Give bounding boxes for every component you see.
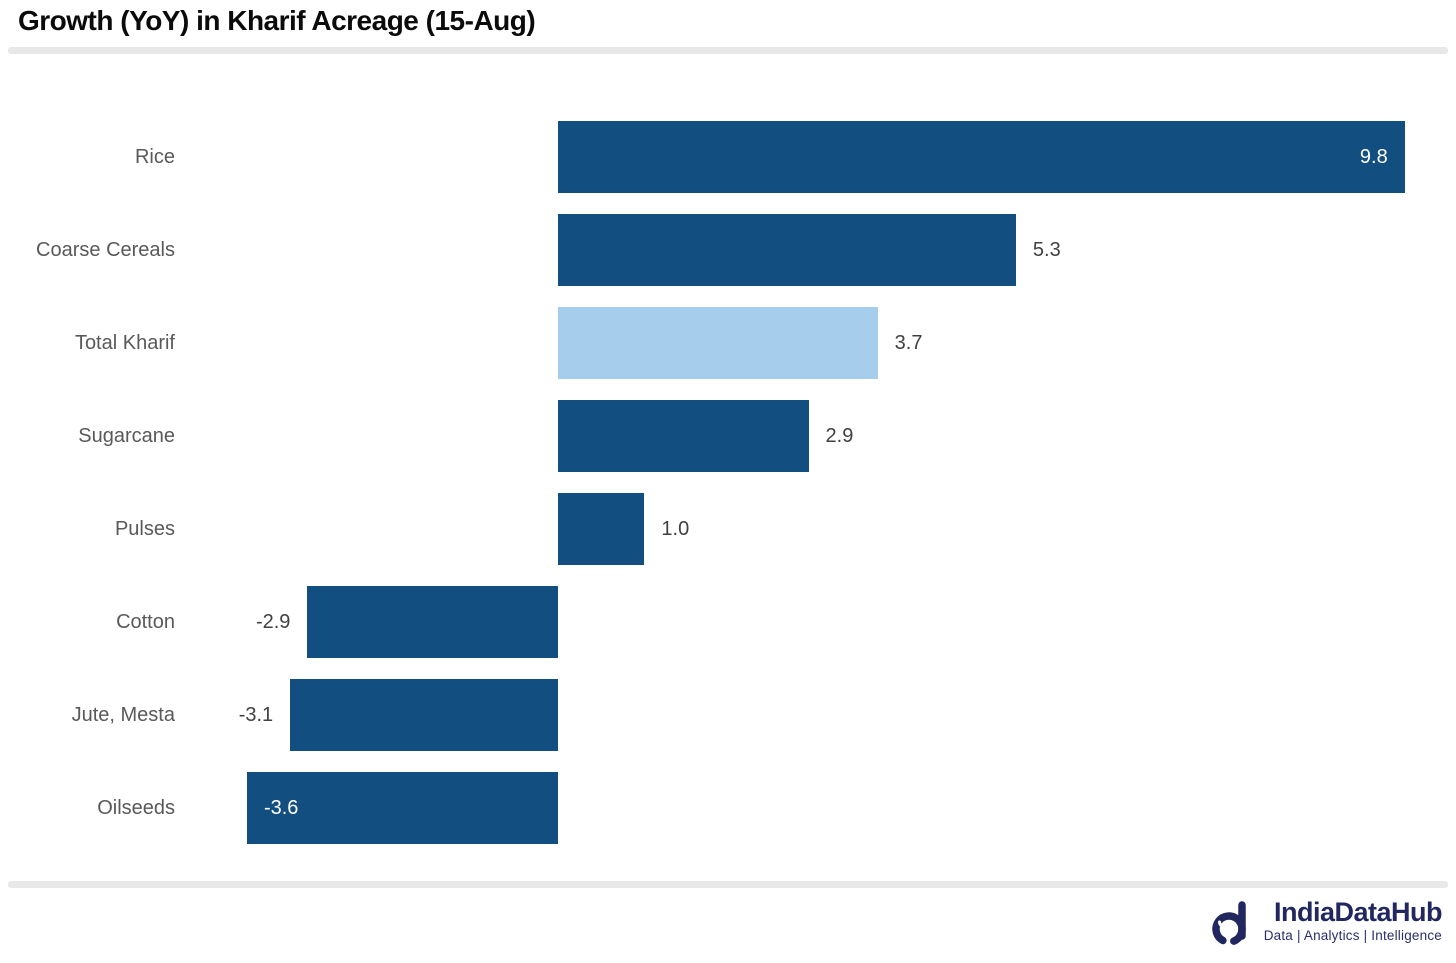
category-label-sugarcane: Sugarcane xyxy=(78,425,175,447)
category-label-total-kharif: Total Kharif xyxy=(74,332,175,354)
indiadatahub-logo-icon xyxy=(1210,899,1256,954)
value-label-rice: 9.8 xyxy=(1359,146,1388,168)
logo-text-block: IndiaDataHub Data | Analytics | Intellig… xyxy=(1263,897,1443,943)
category-label-jute-mesta: Jute, Mesta xyxy=(71,704,175,726)
bar-oilseeds xyxy=(246,772,558,844)
title-divider xyxy=(8,47,1448,54)
category-label-cotton: Cotton xyxy=(116,611,175,633)
page-title: Growth (YoY) in Kharif Acreage (15-Aug) xyxy=(18,5,536,36)
footer-divider xyxy=(8,881,1448,888)
footer: IndiaDataHub Data | Analytics | Intellig… xyxy=(1210,897,1443,954)
value-label-jute-mesta: -3.1 xyxy=(238,704,274,726)
brand-tagline: Data | Analytics | Intelligence xyxy=(1263,928,1442,943)
bar-jute-mesta xyxy=(290,679,558,751)
value-label-pulses: 1.0 xyxy=(661,518,690,540)
bar-rice xyxy=(558,121,1405,193)
category-label-oilseeds: Oilseeds xyxy=(97,797,175,819)
brand-name: IndiaDataHub xyxy=(1273,897,1443,927)
bar-total-kharif xyxy=(558,307,878,379)
value-label-coarse-cereals: 5.3 xyxy=(1032,239,1061,261)
bar-sugarcane xyxy=(558,400,809,472)
category-label-coarse-cereals: Coarse Cereals xyxy=(36,239,175,261)
value-label-sugarcane: 2.9 xyxy=(825,425,854,447)
category-label-pulses: Pulses xyxy=(114,518,175,540)
bar-pulses xyxy=(558,493,645,565)
bar-chart: Rice 9.8 Coarse Cereals 5.3 Total Kharif 3.7 S… xyxy=(0,54,1456,881)
bar-coarse-cereals xyxy=(558,214,1016,286)
value-label-oilseeds: -3.6 xyxy=(263,797,299,819)
category-label-rice: Rice xyxy=(134,146,175,168)
value-label-total-kharif: 3.7 xyxy=(894,332,923,354)
value-label-cotton: -2.9 xyxy=(255,611,291,633)
bar-cotton xyxy=(307,586,558,658)
